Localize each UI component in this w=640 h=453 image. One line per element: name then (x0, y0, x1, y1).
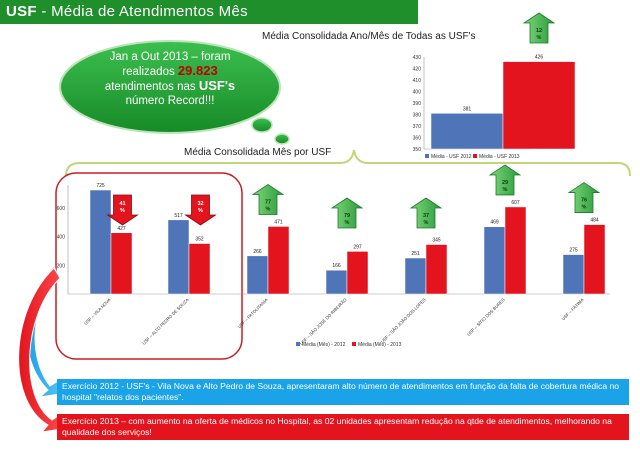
usf-badge-red-down-arrow-icon (184, 194, 217, 226)
usf-data-label: 725 (96, 183, 105, 189)
annual-ytick-label: 400 (413, 90, 422, 96)
note-2013: Exercício 2013 – com aumento na oferta d… (57, 414, 629, 440)
annual-legend-label: Média - USF 2013 (479, 154, 520, 160)
annual-bar-0 (430, 113, 504, 150)
usf-badge-green-up-arrow-icon (567, 182, 601, 213)
usf-category-label: USF – SÍTIO DOS BURES (466, 297, 506, 337)
annual-bar-1 (502, 61, 576, 150)
usf-bar (425, 244, 448, 295)
usf-ytick-label: 200 (57, 263, 66, 269)
page-title: USF - Média de Atendimentos Mês (0, 0, 418, 24)
usf-category-label: USF – PATOLITANIA (237, 297, 269, 329)
usf-data-label: 352 (195, 237, 204, 243)
usf-chart-title: Média Consolidada Mês por USF (184, 147, 332, 158)
usf-legend-swatch (352, 342, 356, 346)
annual-ytick-label: 370 (413, 124, 422, 130)
usf-data-label: 484 (590, 218, 599, 224)
annual-badge-label: 12% (536, 28, 542, 41)
usf-bar (267, 226, 290, 295)
annual-ytick-label: 390 (413, 101, 422, 107)
usf-data-label: 607 (511, 200, 520, 206)
usf-badge-green-up-arrow-icon (330, 197, 364, 229)
usf-bar (188, 243, 211, 295)
usf-category-label: USF – SÃO JOSÉ DO RIBEIRÃO (299, 297, 348, 346)
usf-badge-green-up-arrow-icon (488, 164, 522, 196)
record-message: Jan a Out 2013 – foram realizados 29.823… (104, 51, 236, 107)
usf-badge-label: 29% (502, 180, 508, 193)
highlight-box (55, 172, 243, 360)
usf-bar (404, 257, 427, 295)
usf-data-label: 275 (569, 248, 578, 254)
usf-legend-swatch (296, 342, 300, 346)
usf-bar (583, 224, 606, 295)
usf-category-label: USF – ALTO PEDRO DE SOUZA (141, 297, 190, 346)
usf-badge-label: 77% (265, 199, 271, 212)
annual-data-label: 426 (535, 55, 544, 61)
annual-ytick-label: 380 (413, 113, 422, 119)
usf-badge-red-down-arrow-icon (106, 194, 139, 226)
usf-badge-green-up-arrow-icon (409, 197, 443, 229)
usf-data-label: 427 (117, 226, 126, 232)
annual-ytick-label: 350 (413, 147, 422, 153)
annual-ytick-label: 360 (413, 136, 422, 142)
usf-data-label: 517 (174, 213, 183, 219)
usf-data-label: 166 (332, 263, 341, 269)
usf-badge-green-up-arrow-icon (251, 183, 285, 215)
annual-legend-swatch (425, 154, 429, 158)
usf-category-label: USF – FÁTIMA (561, 297, 585, 321)
usf-category-label: USF – VILA NOVA (83, 297, 112, 326)
brace (65, 149, 631, 177)
usf-badge-label: 76% (581, 198, 587, 211)
usf-badge-label: 41% (119, 201, 125, 214)
usf-data-label: 251 (411, 251, 420, 257)
usf-bar (110, 232, 133, 295)
annual-ytick-label: 430 (413, 55, 422, 61)
usf-category-label: USF – SÃO JOÃO DOS LOPES (380, 297, 427, 344)
usf-bar (325, 269, 348, 295)
note-2012: Exercício 2012 - USF's - Vila Nova e Alt… (57, 379, 629, 405)
usf-bar (562, 254, 585, 295)
annual-badge-green-up-arrow-icon (522, 12, 556, 44)
usf-legend-label: Média (Mês) - 2012 (302, 342, 346, 348)
usf-data-label: 345 (432, 238, 441, 244)
usf-data-label: 469 (490, 220, 499, 226)
usf-data-label: 471 (274, 219, 283, 225)
annual-legend-label: Média - USF 2012 (431, 154, 472, 160)
usf-ytick-label: 600 (57, 206, 66, 212)
usf-bar (483, 226, 506, 295)
annual-legend-swatch (473, 154, 477, 158)
usf-badge-label: 79% (344, 213, 350, 226)
usf-bar (167, 219, 190, 295)
usf-badge-label: 37% (423, 213, 429, 226)
annual-ytick-label: 420 (413, 67, 422, 73)
annual-data-label: 381 (463, 106, 472, 112)
usf-bar (246, 255, 269, 295)
usf-badge-label: 32% (197, 201, 203, 214)
usf-data-label: 297 (353, 244, 362, 250)
thought-cloud (59, 40, 290, 145)
usf-bar (89, 189, 112, 295)
usf-legend-label: Média (Mês) - 2013 (358, 342, 402, 348)
usf-ytick-label: 400 (57, 235, 66, 241)
usf-bar (504, 206, 527, 295)
annual-chart-title: Média Consolidada Ano/Mês de Todas as US… (262, 31, 476, 42)
usf-data-label: 266 (253, 249, 262, 255)
annual-ytick-label: 410 (413, 78, 422, 84)
usf-bar (346, 251, 369, 295)
